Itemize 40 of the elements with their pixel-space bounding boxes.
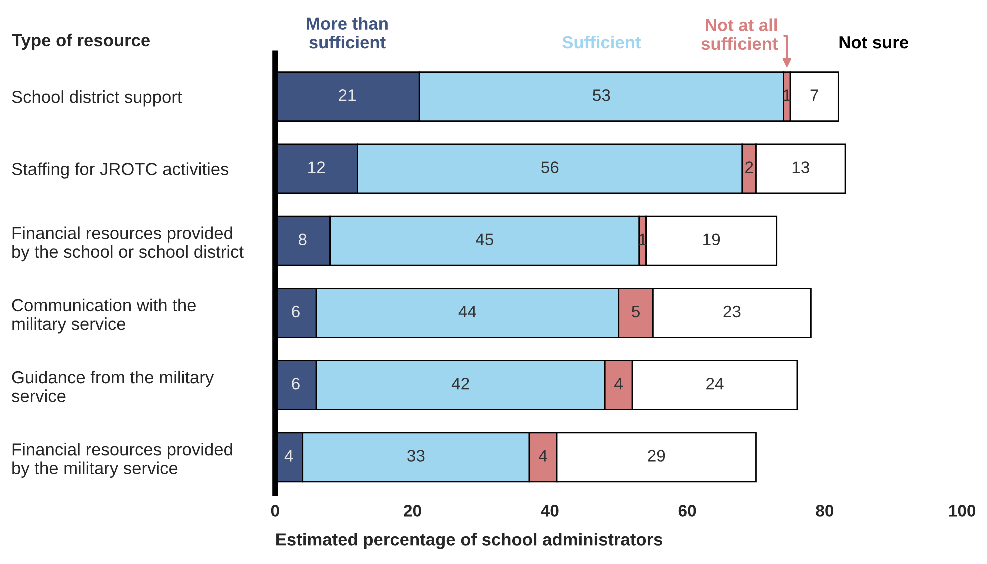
data-label: 19: [704, 234, 720, 246]
data-label: 24: [706, 378, 724, 390]
y-tick-label: Communication with the military service: [12, 298, 196, 334]
data-label: 7: [810, 90, 818, 102]
data-label: 6: [292, 378, 300, 390]
data-label: 21: [339, 90, 356, 102]
x-tick-label: 80: [816, 505, 834, 517]
data-label: 45: [476, 234, 494, 246]
data-label: 4: [614, 378, 623, 390]
y-tick-label: Staffing for JROTC activities: [12, 162, 229, 179]
y-tick-label: Guidance from the military service: [12, 370, 214, 402]
data-label: 4: [539, 450, 548, 462]
x-tick-label: 60: [678, 505, 696, 517]
y-tick-label: Financial resources provided by the school or school district: [12, 226, 244, 262]
data-label: 56: [542, 162, 559, 174]
data-label: 53: [593, 90, 610, 102]
series-label: Not at all sufficient: [702, 18, 778, 50]
x-tick-label: 20: [404, 505, 422, 517]
data-label: 13: [792, 162, 810, 174]
data-label: 6: [292, 306, 300, 318]
y-tick-label: School district support: [12, 90, 182, 107]
x-tick-label: 40: [541, 505, 559, 517]
data-label: 4: [284, 450, 294, 462]
series-label: Sufficient: [562, 36, 642, 49]
data-label: 44: [458, 306, 476, 318]
data-label: 12: [308, 162, 326, 174]
y-axis-title: Type of resource: [12, 34, 150, 50]
data-label: 33: [408, 450, 425, 462]
data-label: 29: [648, 450, 666, 462]
data-label: 42: [452, 378, 470, 390]
y-tick-label: Financial resources provided by the military service: [12, 443, 232, 478]
x-axis-title: Estimated percentage of school administrators: [276, 533, 662, 550]
x-tick-label: 0: [271, 505, 280, 517]
series-label: More than sufficient: [307, 17, 388, 49]
series-label: Not sure: [840, 36, 908, 49]
data-label: 2: [746, 162, 754, 174]
x-tick-label: 100: [949, 505, 976, 517]
data-label: 5: [632, 306, 640, 318]
data-label: 8: [298, 234, 307, 246]
data-label: 23: [724, 306, 741, 318]
